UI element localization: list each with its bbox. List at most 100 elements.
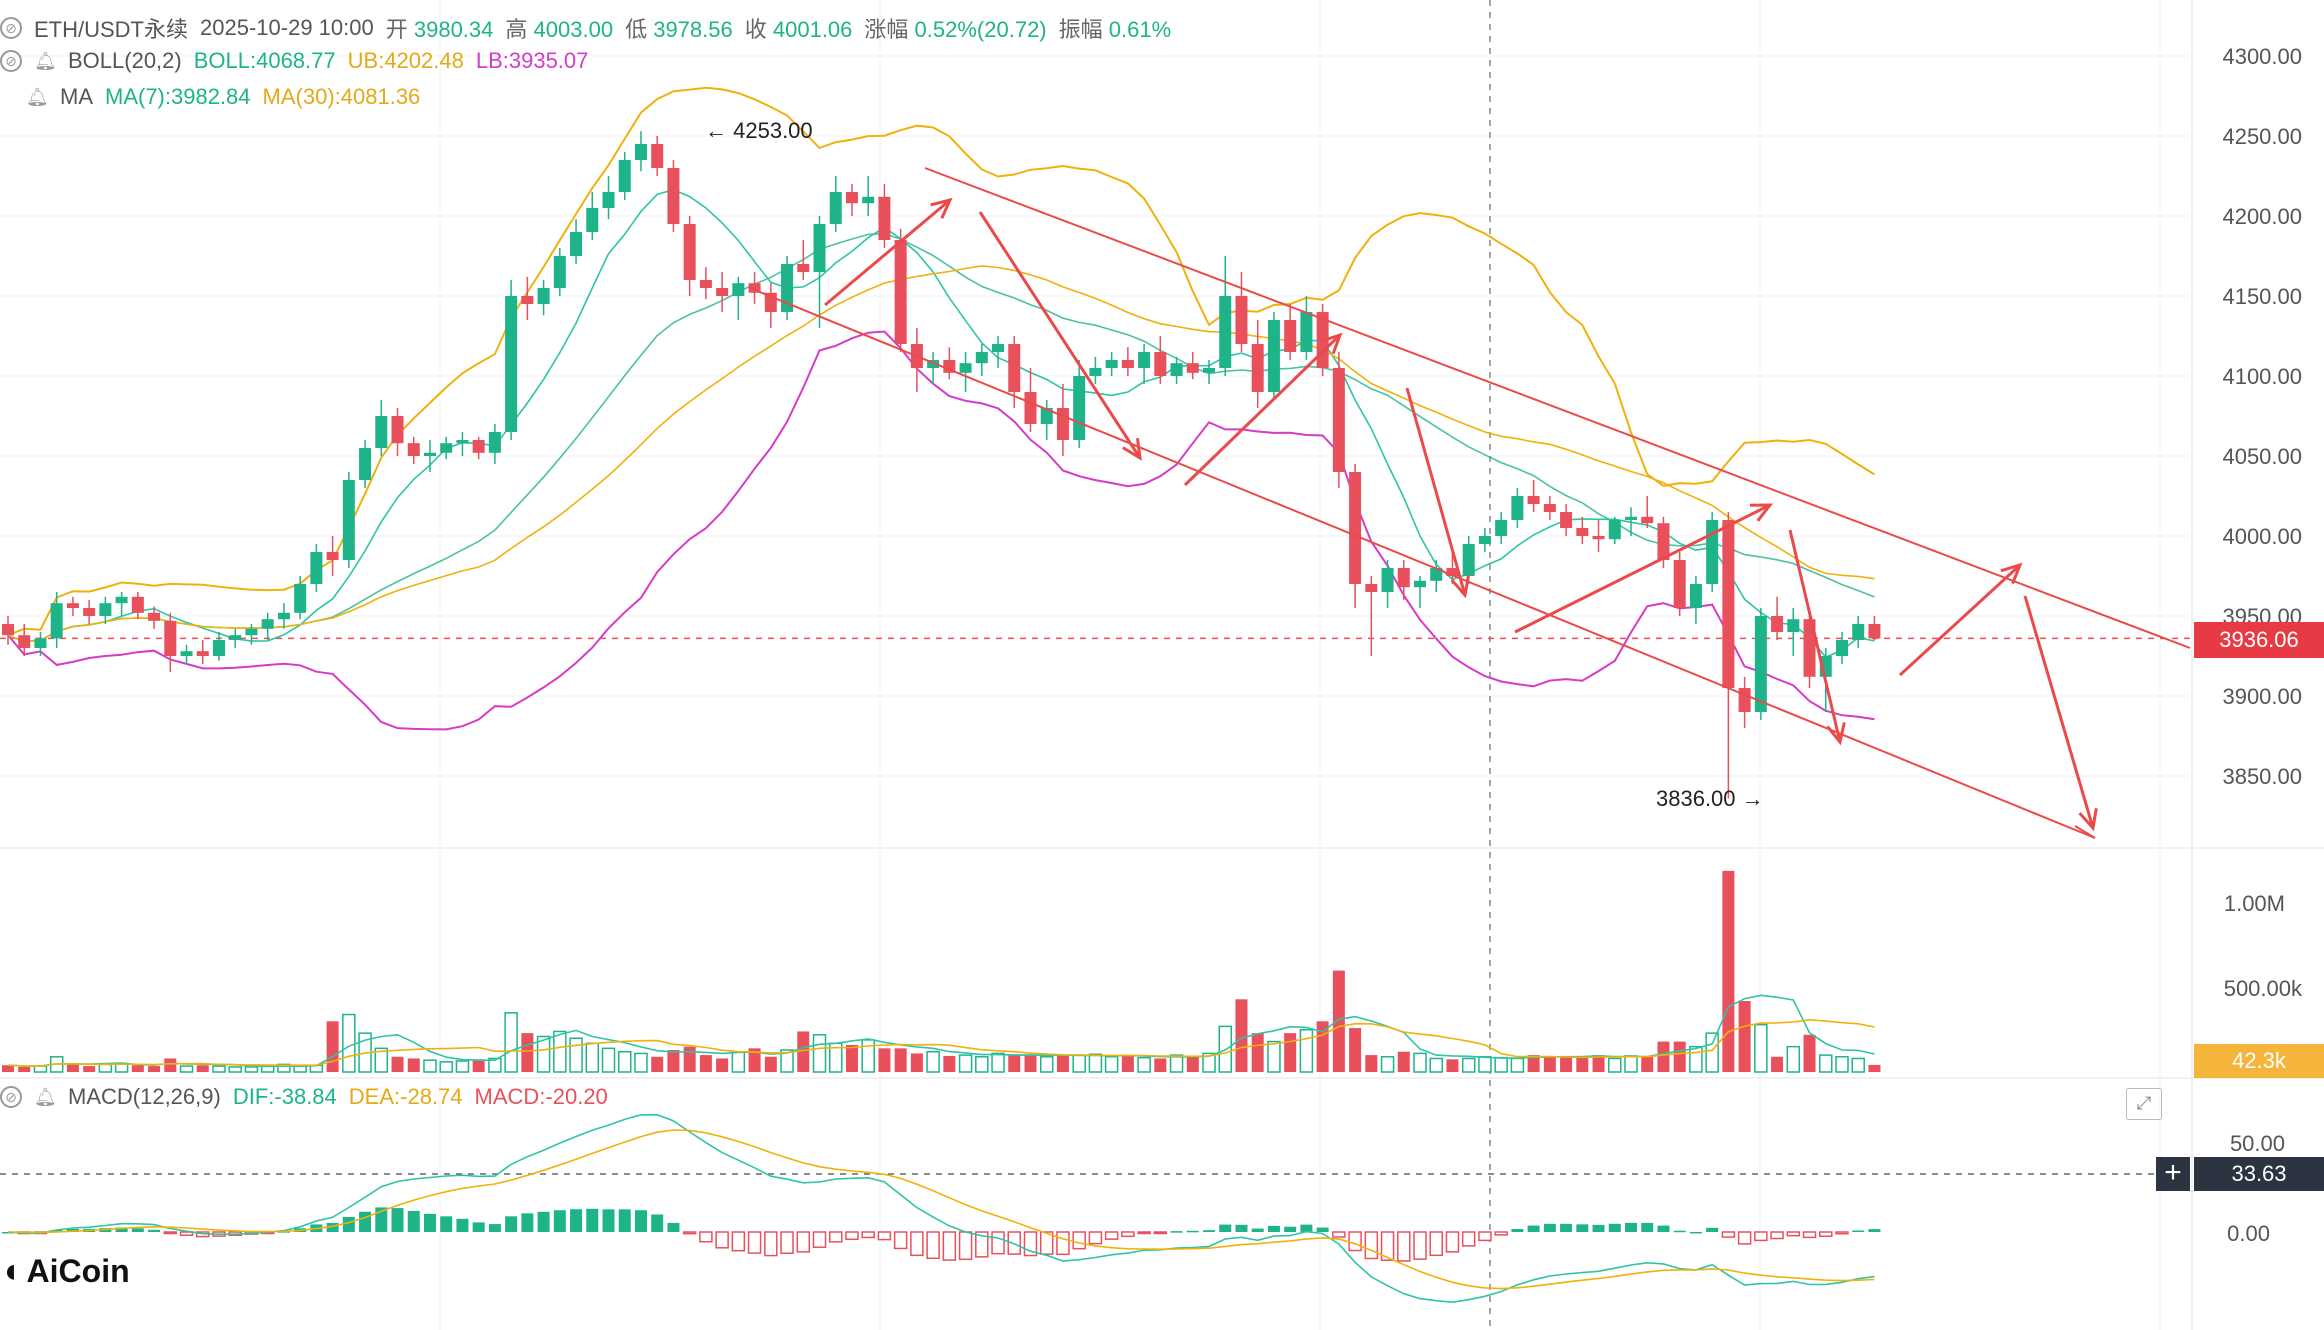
volume-bar: [1835, 1056, 1849, 1073]
macd-bar: [731, 1231, 746, 1252]
macd-bar: [1608, 1223, 1621, 1232]
candle-body: [342, 480, 355, 560]
volume-bar: [1365, 1055, 1378, 1072]
bell-icon[interactable]: 🔔︎: [26, 87, 49, 107]
high-value: 4003.00: [533, 17, 614, 42]
volume-bar: [651, 1056, 664, 1072]
settings-circle-icon[interactable]: ⊘: [0, 17, 22, 39]
macd-bar: [1186, 1230, 1199, 1233]
candle-body: [440, 443, 453, 453]
boll-lower-line: [7, 330, 1875, 731]
candle-body: [1008, 344, 1021, 392]
volume-bar: [716, 1058, 729, 1072]
macd-name[interactable]: MACD(12,26,9): [68, 1084, 221, 1109]
macd-legend: ⊘ 🔔︎ MACD(12,26,9) DIF:-38.84 DEA:-28.74…: [0, 1084, 608, 1110]
volume-bar: [1560, 1055, 1573, 1072]
macd-bar: [1835, 1231, 1849, 1235]
volume-bar: [1267, 1040, 1281, 1073]
candle-body: [1267, 320, 1280, 392]
macd-bar: [780, 1231, 794, 1254]
hide-circle-icon[interactable]: ⊘: [0, 1086, 22, 1108]
candle-body: [1803, 619, 1816, 677]
volume-bar: [894, 1048, 907, 1072]
macd-tick-label: 50.00: [2230, 1131, 2285, 1156]
volume-ma10-line: [7, 1018, 1875, 1067]
volume-bar: [326, 1021, 339, 1072]
high-label: 高: [505, 17, 528, 42]
candle-body: [196, 651, 209, 656]
arrow-head: [1450, 575, 1470, 599]
candle-body: [1722, 520, 1735, 688]
macd-bar: [1316, 1227, 1329, 1232]
low-value: 3978.56: [653, 17, 733, 42]
macd-dif-value: DIF:-38.84: [232, 1084, 337, 1109]
boll-legend: ⊘ 🔔︎ BOLL(20,2) BOLL:4068.77 UB:4202.48 …: [0, 48, 588, 74]
volume-bar: [910, 1053, 923, 1072]
candle-body: [748, 283, 761, 293]
volume-bar: [553, 1030, 567, 1073]
arrow-head: [930, 197, 953, 219]
ma-name[interactable]: MA: [60, 84, 93, 109]
macd-bar: [488, 1224, 501, 1232]
volume-bar: [472, 1059, 485, 1072]
arrow-head: [1320, 332, 1343, 355]
candle-body: [131, 596, 144, 613]
macd-bar: [1802, 1231, 1817, 1239]
macd-bar: [148, 1229, 161, 1232]
candle-body: [1089, 368, 1102, 376]
channel-lower-line: [749, 287, 2096, 839]
candle-body: [99, 603, 112, 616]
candle-body: [1235, 296, 1248, 344]
macd-bar: [1511, 1229, 1524, 1232]
expand-icon[interactable]: ⤢: [2126, 1088, 2162, 1120]
channel-lower-tip: [2074, 825, 2096, 839]
bell-icon[interactable]: 🔔︎: [34, 51, 57, 71]
volume-bar: [1039, 1056, 1054, 1073]
volume-tick-label: 500.00k: [2224, 976, 2303, 1001]
candle-body: [1835, 640, 1848, 656]
candle-body: [553, 256, 566, 288]
price-tick-label: 4200.00: [2222, 204, 2302, 229]
volume-ma5-line: [7, 994, 1875, 1068]
price-tick-label: 4000.00: [2222, 524, 2302, 549]
macd-bar: [1592, 1224, 1605, 1232]
add-crosshair-button[interactable]: +: [2156, 1157, 2190, 1191]
boll-name[interactable]: BOLL(20,2): [68, 48, 182, 73]
arrow-head: [2000, 562, 2023, 585]
macd-bar: [1754, 1231, 1768, 1242]
volume-bar: [731, 1050, 746, 1073]
candle-body: [618, 160, 631, 192]
volume-bar: [1624, 1055, 1638, 1073]
volume-tag: 42.3k: [2194, 1044, 2324, 1078]
candle-body: [878, 196, 891, 240]
ma7-line: [7, 188, 1875, 659]
trend-arrow: [1514, 503, 1774, 634]
candle-body: [261, 619, 274, 629]
ma30-value: MA(30):4081.36: [262, 84, 421, 109]
macd-bar: [845, 1231, 859, 1241]
hide-circle-icon[interactable]: ⊘: [0, 50, 22, 72]
candle-body: [570, 232, 583, 256]
candle-body: [1592, 536, 1605, 540]
macd-bar: [1445, 1231, 1460, 1253]
change-value: 0.52%(20.72): [914, 17, 1047, 42]
volume-tick-label: 1.00M: [2224, 891, 2285, 916]
bell-icon[interactable]: 🔔︎: [34, 1087, 57, 1107]
volume-bar: [1851, 1057, 1865, 1073]
volume-bar: [196, 1065, 209, 1072]
trend-arrow: [1405, 387, 1470, 599]
ma30-line: [7, 265, 1875, 643]
arrow-shaft: [2023, 595, 2095, 829]
volume-bar: [1397, 1051, 1410, 1072]
change-label: 涨幅: [864, 17, 909, 42]
macd-bar: [942, 1231, 957, 1261]
volume-bar: [683, 1046, 696, 1072]
macd-bar: [1819, 1231, 1833, 1237]
volume-bar: [439, 1061, 453, 1073]
volume-bar: [1494, 1056, 1508, 1073]
time-label: 2025-10-29 10:00: [200, 15, 374, 40]
macd-bar: [1137, 1231, 1151, 1235]
macd-bar: [1332, 1231, 1346, 1238]
low-label: 低: [625, 17, 648, 42]
